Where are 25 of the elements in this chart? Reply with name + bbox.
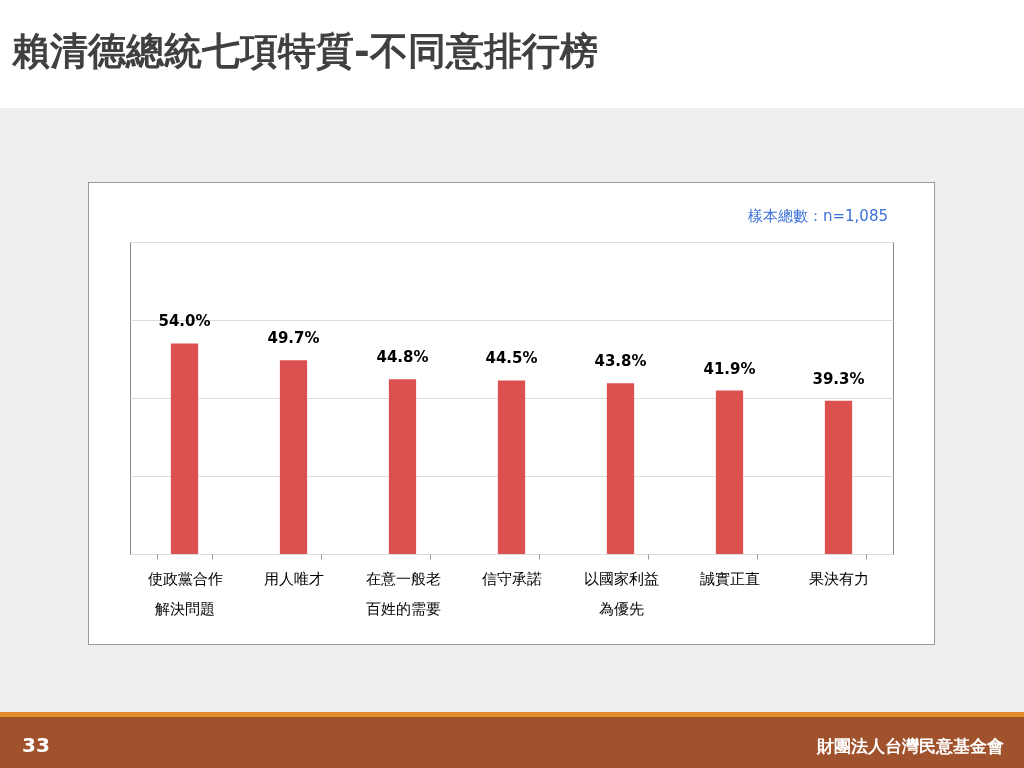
chart-title: 賴清德總統七項特質-不同意排行榜 <box>12 28 598 75</box>
bar <box>170 343 199 554</box>
x-tick-label: 以國家利益為優先 <box>583 569 659 618</box>
data-label: 41.9% <box>703 359 756 378</box>
data-label: 39.3% <box>812 369 865 388</box>
text: 33 <box>22 733 50 757</box>
x-tick-label: 使政黨合作解決問題 <box>147 569 223 618</box>
text: 樣本總數：n=1,085 <box>747 207 888 226</box>
bar <box>824 400 853 554</box>
data-label: 54.0% <box>158 312 211 331</box>
x-tick-label: 誠實正直 <box>700 569 760 588</box>
data-label: 44.8% <box>376 348 429 367</box>
bar <box>388 379 417 554</box>
data-label: 49.7% <box>267 329 320 348</box>
x-tick-label: 用人唯才 <box>264 569 324 588</box>
x-tick-label: 信守承諾 <box>482 569 542 588</box>
text: 財團法人台灣民意基金會 <box>817 735 1004 758</box>
bar <box>715 390 744 554</box>
x-tick-label: 在意一般老百姓的需要 <box>365 569 441 618</box>
bar <box>497 380 526 554</box>
x-tick-label: 果決有力 <box>809 569 869 588</box>
data-label: 43.8% <box>594 352 647 371</box>
data-label: 44.5% <box>485 349 538 368</box>
bar <box>606 383 635 554</box>
bar <box>279 360 308 554</box>
